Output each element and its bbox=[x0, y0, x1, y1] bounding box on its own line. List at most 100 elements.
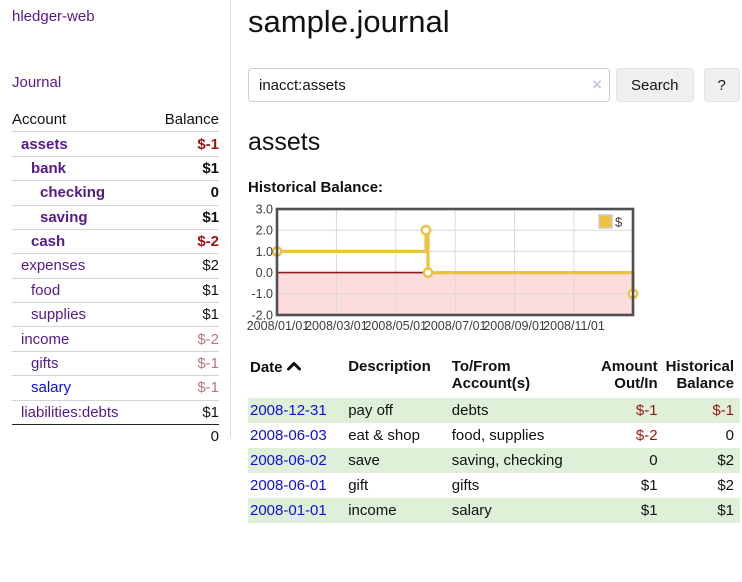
search-button[interactable]: Search bbox=[616, 68, 694, 102]
transaction-balance: $2 bbox=[717, 452, 734, 469]
chart-legend: $ bbox=[598, 214, 623, 230]
historical-balance-chart[interactable]: $ 3.0 2.0 1.0 0.0 -1.0 -2.0 2008/01/01 2… bbox=[247, 202, 742, 336]
accounts-table: Account Balance assets $-1 bank $1 check… bbox=[12, 108, 219, 449]
account-row-food: food $1 bbox=[12, 277, 219, 303]
transaction-balance: 0 bbox=[725, 427, 734, 444]
chart-border bbox=[275, 207, 635, 317]
accounts-column-header[interactable]: To/From Account(s) bbox=[451, 358, 531, 392]
account-link-income[interactable]: income bbox=[21, 330, 70, 348]
account-row-expenses: expenses $2 bbox=[12, 253, 219, 279]
account-balance: $-2 bbox=[149, 326, 219, 352]
svg-text:2008/07/01: 2008/07/01 bbox=[424, 319, 487, 333]
sort-ascending-icon bbox=[286, 358, 301, 375]
account-row-gifts: gifts $-1 bbox=[12, 350, 219, 376]
transaction-date-link[interactable]: 2008-06-01 bbox=[250, 477, 327, 494]
transaction-date-link[interactable]: 2008-01-01 bbox=[250, 502, 327, 519]
account-row-cash: cash $-2 bbox=[12, 228, 219, 254]
transaction-description: gift bbox=[348, 477, 369, 494]
amount-column-header[interactable]: Amount Out/In bbox=[600, 358, 658, 392]
register-row: 2008-06-03 eat & shop food, supplies $-2… bbox=[248, 423, 740, 448]
register-row: 2008-06-01 gift gifts $1 $2 bbox=[248, 473, 740, 498]
register-table: Date Description To/From Account(s) Amou… bbox=[248, 356, 740, 523]
register-row: 2008-01-01 income salary $1 $1 bbox=[248, 498, 740, 523]
search-input[interactable] bbox=[248, 68, 610, 102]
register-row: 2008-06-02 save saving, checking 0 $2 bbox=[248, 448, 740, 473]
transaction-amount: 0 bbox=[649, 452, 658, 469]
account-row-liabilities-debts: liabilities:debts $1 bbox=[12, 399, 219, 425]
date-column-header[interactable]: Date bbox=[248, 356, 346, 398]
balance-column-header: Balance bbox=[164, 111, 219, 129]
description-column-header[interactable]: Description bbox=[348, 358, 431, 375]
register-row: 2008-12-31 pay off debts $-1 $-1 bbox=[248, 398, 740, 423]
svg-text:1.0: 1.0 bbox=[256, 245, 273, 259]
transaction-balance: $2 bbox=[717, 477, 734, 494]
transaction-date-link[interactable]: 2008-06-03 bbox=[250, 427, 327, 444]
svg-text:2008/03/01: 2008/03/01 bbox=[305, 319, 368, 333]
chart-y-axis-labels: 3.0 2.0 1.0 0.0 -1.0 -2.0 bbox=[251, 203, 273, 323]
accounts-header-row: Account Balance bbox=[12, 108, 219, 132]
transaction-accounts: food, supplies bbox=[451, 427, 545, 444]
transaction-description: save bbox=[348, 452, 380, 469]
account-link-saving[interactable]: saving bbox=[40, 208, 88, 226]
transaction-description: pay off bbox=[348, 402, 393, 419]
account-balance: $-2 bbox=[149, 228, 219, 254]
account-balance: 0 bbox=[149, 180, 219, 205]
clear-search-icon[interactable]: × bbox=[592, 75, 602, 94]
svg-text:2.0: 2.0 bbox=[256, 224, 273, 238]
transaction-accounts: debts bbox=[451, 402, 489, 419]
svg-text:2008/01/01: 2008/01/01 bbox=[247, 319, 310, 333]
account-link-cash[interactable]: cash bbox=[31, 233, 66, 251]
main-content: sample.journal × Search ? assets Histori… bbox=[247, 0, 742, 523]
chart-data-points bbox=[271, 224, 639, 300]
account-link-salary[interactable]: salary bbox=[31, 379, 72, 397]
legend-swatch bbox=[598, 214, 613, 229]
svg-text:2008/05/01: 2008/05/01 bbox=[365, 319, 428, 333]
transaction-accounts: salary bbox=[451, 502, 492, 519]
transaction-accounts: saving, checking bbox=[451, 452, 563, 469]
account-link-supplies[interactable]: supplies bbox=[31, 306, 87, 324]
account-balance: $1 bbox=[149, 204, 219, 230]
account-balance: $1 bbox=[149, 399, 219, 425]
svg-text:-2.0: -2.0 bbox=[251, 308, 273, 322]
account-row-checking: checking 0 bbox=[12, 180, 219, 205]
transaction-date-link[interactable]: 2008-12-31 bbox=[250, 402, 327, 419]
account-link-assets[interactable]: assets bbox=[21, 135, 68, 153]
account-balance: $1 bbox=[149, 155, 219, 181]
chart-x-axis-labels: 2008/01/01 2008/03/01 2008/05/01 2008/07… bbox=[247, 319, 605, 333]
balance-column-header[interactable]: Historical Balance bbox=[665, 358, 734, 392]
svg-text:2008/11/01: 2008/11/01 bbox=[543, 319, 605, 333]
account-link-checking[interactable]: checking bbox=[40, 184, 106, 202]
transaction-amount: $1 bbox=[640, 502, 658, 519]
search-help-button[interactable]: ? bbox=[703, 68, 740, 102]
transaction-amount: $-2 bbox=[635, 427, 658, 444]
account-row-bank: bank $1 bbox=[12, 155, 219, 181]
account-balance: $1 bbox=[149, 301, 219, 327]
accounts-total-row: 0 bbox=[12, 423, 219, 449]
account-column-header: Account bbox=[12, 111, 67, 129]
account-link-food[interactable]: food bbox=[31, 281, 61, 299]
transaction-description: eat & shop bbox=[348, 427, 420, 444]
chart-title: Historical Balance: bbox=[248, 179, 384, 196]
transaction-description: income bbox=[348, 502, 397, 519]
svg-text:-1.0: -1.0 bbox=[251, 287, 273, 301]
account-balance: $-1 bbox=[149, 375, 219, 400]
account-row-saving: saving $1 bbox=[12, 204, 219, 230]
account-heading: assets bbox=[248, 128, 321, 156]
account-row-supplies: supplies $1 bbox=[12, 301, 219, 327]
transaction-amount: $-1 bbox=[635, 402, 658, 419]
account-link-bank[interactable]: bank bbox=[31, 159, 67, 177]
account-row-income: income $-2 bbox=[12, 326, 219, 352]
search-form: × Search ? bbox=[248, 68, 742, 102]
account-balance: $1 bbox=[149, 277, 219, 303]
transaction-date-link[interactable]: 2008-06-02 bbox=[250, 452, 327, 469]
svg-text:0.0: 0.0 bbox=[256, 266, 273, 280]
brand-link[interactable]: hledger-web bbox=[12, 8, 95, 25]
account-link-expenses[interactable]: expenses bbox=[21, 257, 86, 275]
account-link-liabilities-debts[interactable]: liabilities:debts bbox=[21, 403, 119, 421]
chart-gridlines-vertical bbox=[335, 209, 575, 315]
account-link-gifts[interactable]: gifts bbox=[31, 354, 59, 372]
sidebar-item-journal[interactable]: Journal bbox=[12, 74, 62, 91]
accounts-total-value: 0 bbox=[149, 423, 219, 449]
transaction-balance: $-1 bbox=[712, 402, 734, 419]
transaction-balance: $1 bbox=[717, 502, 734, 519]
